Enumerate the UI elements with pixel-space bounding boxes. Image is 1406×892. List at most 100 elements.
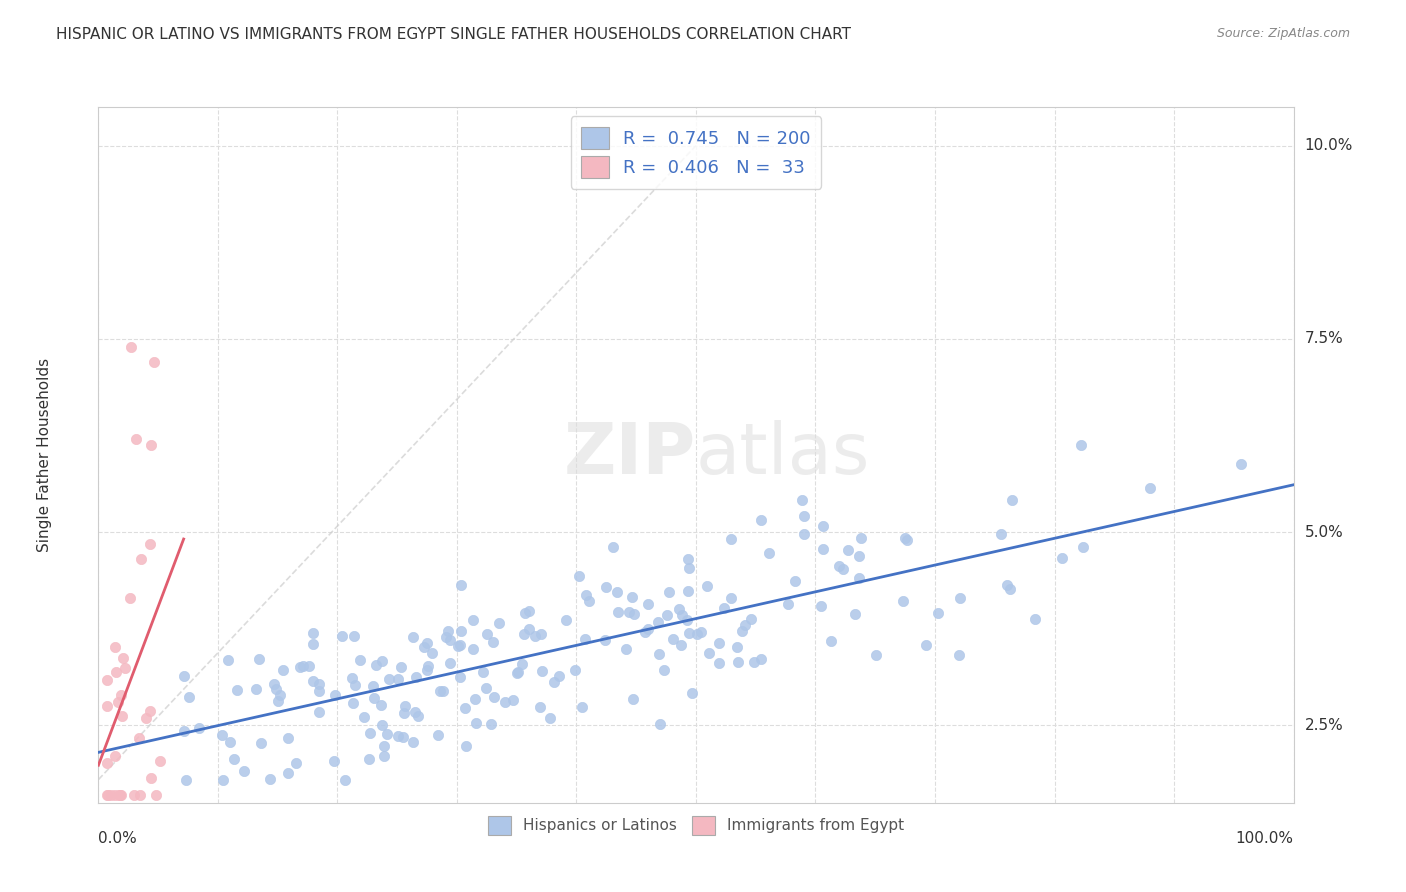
Point — [464, 692, 486, 706]
Point — [301, 674, 323, 689]
Point — [506, 665, 529, 680]
Point — [285, 756, 308, 770]
Point — [686, 627, 709, 641]
Text: 7.5%: 7.5% — [1305, 332, 1343, 346]
Point — [758, 546, 780, 560]
Point — [402, 735, 425, 749]
Point — [226, 682, 249, 697]
Point — [709, 656, 731, 670]
Point — [420, 646, 443, 660]
Point — [811, 519, 834, 533]
Point — [343, 629, 366, 643]
Point — [676, 552, 699, 566]
Point — [401, 630, 423, 644]
Point — [831, 561, 853, 575]
Point — [1071, 540, 1094, 554]
Point — [432, 683, 454, 698]
Point — [727, 656, 749, 670]
Point — [530, 627, 553, 641]
Point — [529, 700, 551, 714]
Point — [837, 543, 859, 558]
Point — [139, 537, 162, 551]
Point — [139, 771, 162, 785]
Point — [848, 549, 870, 564]
Point — [948, 648, 970, 662]
Point — [110, 788, 132, 802]
Point — [373, 739, 395, 754]
Point — [96, 673, 118, 687]
Point — [1001, 492, 1024, 507]
Text: HISPANIC OR LATINO VS IMMIGRANTS FROM EGYPT SINGLE FATHER HOUSEHOLDS CORRELATION: HISPANIC OR LATINO VS IMMIGRANTS FROM EG… — [56, 27, 851, 42]
Point — [342, 697, 364, 711]
Point — [349, 653, 371, 667]
Point — [564, 663, 586, 677]
Point — [709, 636, 731, 650]
Point — [271, 663, 294, 677]
Point — [621, 590, 644, 604]
Point — [104, 665, 127, 679]
Point — [995, 577, 1018, 591]
Point — [555, 614, 578, 628]
Text: 0.0%: 0.0% — [98, 830, 138, 846]
Point — [517, 604, 540, 618]
Point — [678, 561, 700, 575]
Point — [107, 695, 129, 709]
Point — [595, 580, 617, 594]
Point — [849, 532, 872, 546]
Point — [416, 636, 439, 650]
Point — [482, 635, 505, 649]
Point — [96, 788, 118, 802]
Point — [371, 654, 394, 668]
Point — [179, 690, 201, 705]
Point — [447, 640, 470, 654]
Point — [96, 788, 118, 802]
Point — [998, 582, 1021, 596]
Point — [471, 665, 494, 680]
Point — [129, 552, 152, 566]
Point — [896, 533, 918, 548]
Point — [104, 640, 127, 655]
Point — [894, 531, 917, 545]
Point — [668, 601, 690, 615]
Point — [247, 652, 270, 666]
Point — [125, 433, 148, 447]
Point — [731, 624, 754, 639]
Point — [568, 569, 591, 583]
Point — [173, 724, 195, 739]
Point — [449, 638, 471, 652]
Point — [1070, 438, 1092, 452]
Point — [212, 772, 235, 787]
Point — [434, 630, 457, 644]
Point — [418, 659, 440, 673]
Point — [245, 682, 267, 697]
Point — [453, 701, 475, 715]
Point — [375, 727, 398, 741]
Point — [363, 690, 385, 705]
Point — [749, 513, 772, 527]
Point — [637, 597, 659, 611]
Point — [749, 652, 772, 666]
Point — [548, 668, 571, 682]
Point — [174, 772, 197, 787]
Point — [793, 508, 815, 523]
Point — [927, 607, 949, 621]
Point — [512, 657, 534, 671]
Point — [696, 579, 718, 593]
Point — [697, 646, 720, 660]
Point — [671, 638, 693, 652]
Point — [149, 754, 172, 768]
Text: ZIP: ZIP — [564, 420, 696, 490]
Point — [114, 661, 136, 675]
Point — [416, 663, 439, 677]
Point — [122, 788, 145, 802]
Point — [333, 772, 356, 787]
Point — [187, 721, 209, 735]
Point — [593, 633, 616, 648]
Point — [543, 674, 565, 689]
Text: 100.0%: 100.0% — [1236, 830, 1294, 846]
Point — [104, 788, 127, 802]
Point — [891, 594, 914, 608]
Point — [616, 642, 638, 657]
Point — [531, 665, 554, 679]
Point — [406, 708, 429, 723]
